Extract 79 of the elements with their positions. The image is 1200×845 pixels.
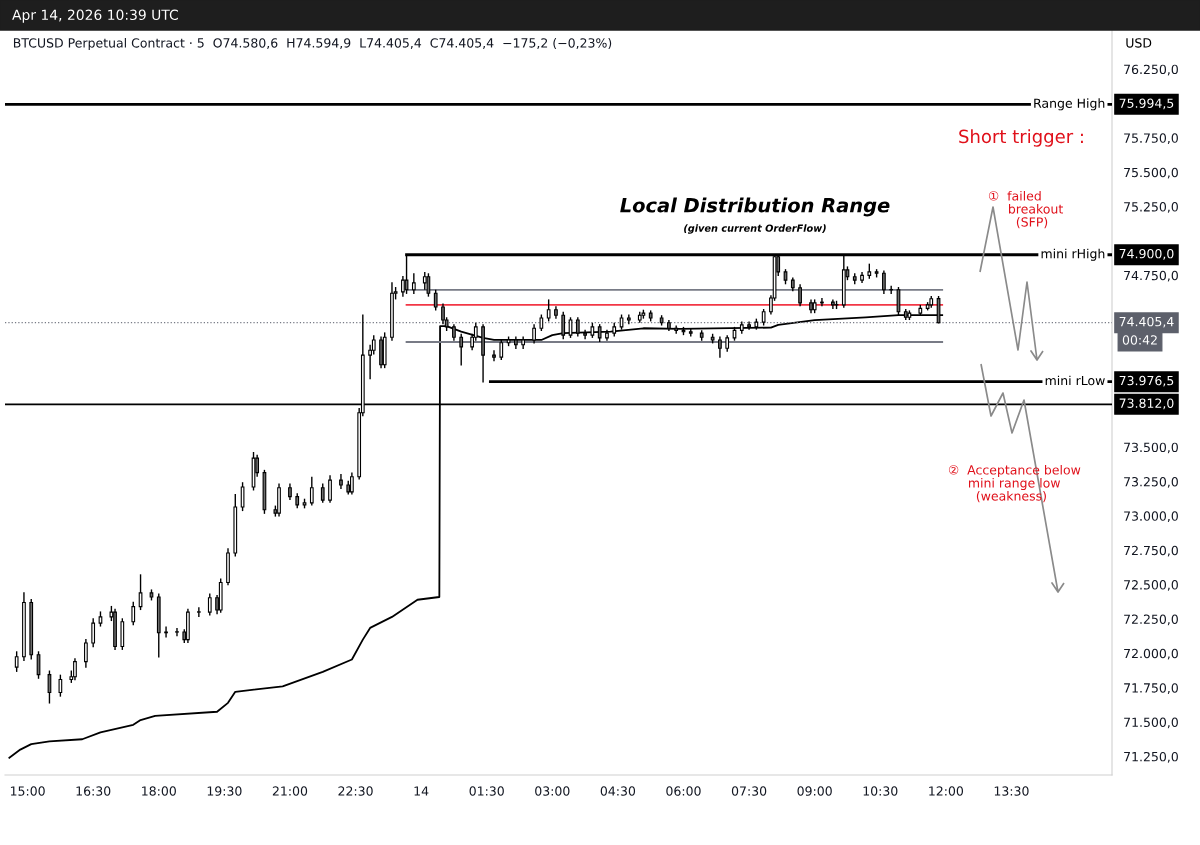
data-label: 74.405,4 bbox=[1119, 316, 1174, 328]
series-label: mini rHigh bbox=[1041, 248, 1105, 261]
candlestick bbox=[411, 273, 416, 294]
y-tick-label: 72.000,0 bbox=[1124, 648, 1178, 660]
data-label: 75.994,5 bbox=[1119, 98, 1174, 110]
candlestick bbox=[459, 333, 464, 366]
y-tick-label: 73.250,0 bbox=[1124, 477, 1178, 488]
candlestick bbox=[84, 638, 88, 668]
annotation: Local Distribution Range bbox=[620, 197, 890, 217]
y-tick-label: 75.500,0 bbox=[1124, 167, 1178, 179]
x-tick-label: 06:00 bbox=[666, 786, 701, 796]
candlestick bbox=[626, 314, 631, 325]
y-tick-label: 72.750,0 bbox=[1124, 545, 1178, 557]
x-tick-label: 18:00 bbox=[142, 786, 176, 796]
data-label: 74.900,0 bbox=[1119, 248, 1174, 260]
candlestick bbox=[58, 674, 63, 697]
x-tick-label: 13:30 bbox=[994, 786, 1029, 796]
candlestick bbox=[339, 473, 343, 490]
x-tick-label: 19:30 bbox=[207, 786, 242, 796]
x-tick-label: 15:00 bbox=[10, 786, 45, 796]
y-tick-label: 73.000,0 bbox=[1124, 511, 1178, 523]
candlestick bbox=[718, 336, 722, 358]
y-tick-label: 72.500,0 bbox=[1124, 580, 1178, 591]
annotation: ② Acceptance below mini range low (weakness) bbox=[948, 464, 1081, 503]
x-tick-label: 07:30 bbox=[731, 786, 767, 796]
x-tick-label: 16:30 bbox=[76, 786, 111, 796]
candlestick bbox=[14, 651, 19, 672]
y-tick-label: 76.250,0 bbox=[1124, 64, 1178, 76]
candlestick bbox=[747, 321, 751, 330]
text: BTCUSD Perpetual Contract · 5 O74.580,6 H74.594,9 L74.405,4 C74.405,4 −175,2 (−0,23%) bbox=[13, 37, 612, 51]
annotation: (given current OrderFlow) bbox=[684, 224, 826, 234]
x-tick-label: 10:30 bbox=[863, 786, 898, 796]
candlestick bbox=[196, 607, 201, 617]
x-tick-label: 03:00 bbox=[535, 786, 570, 796]
candlestick bbox=[175, 627, 179, 637]
candlestick bbox=[499, 339, 504, 360]
candlestick bbox=[138, 574, 143, 611]
candlestick bbox=[583, 329, 587, 340]
y-tick-label: 75.750,0 bbox=[1124, 133, 1178, 145]
data-label: 73.976,5 bbox=[1119, 375, 1174, 387]
candlestick bbox=[47, 670, 52, 704]
candlestick bbox=[889, 285, 894, 294]
candlestick bbox=[131, 601, 136, 626]
candlestick bbox=[882, 270, 886, 294]
y-tick-label: 73.500,0 bbox=[1124, 442, 1178, 454]
text: 00:42 bbox=[1122, 335, 1157, 345]
candlestick bbox=[433, 289, 438, 311]
x-tick-label: 12:00 bbox=[929, 786, 964, 796]
candlestick bbox=[207, 593, 212, 616]
candlestick bbox=[328, 475, 332, 503]
candlestick bbox=[240, 482, 245, 512]
x-tick-label: 04:30 bbox=[600, 786, 636, 796]
candlestick bbox=[831, 299, 835, 310]
y-tick-label: 71.750,0 bbox=[1124, 683, 1178, 694]
candlestick bbox=[73, 658, 77, 681]
annotation: Short trigger : bbox=[959, 129, 1083, 147]
x-tick-label: 14 bbox=[414, 786, 429, 796]
y-tick-label: 75.250,0 bbox=[1124, 202, 1178, 213]
x-tick-label: 09:00 bbox=[797, 786, 832, 796]
candlestick bbox=[546, 299, 551, 322]
y-tick-label: 72.250,0 bbox=[1124, 614, 1178, 626]
y-tick-label: 71.500,0 bbox=[1124, 717, 1178, 729]
series-label: mini rLow bbox=[1045, 375, 1105, 386]
x-tick-label: 22:30 bbox=[338, 786, 373, 796]
candlestick bbox=[91, 618, 96, 648]
x-tick-label: 01:30 bbox=[469, 786, 504, 796]
candlestick bbox=[798, 284, 802, 307]
chart-subtitle: Apr 14, 2026 10:39 UTC bbox=[12, 9, 178, 23]
candlestick bbox=[309, 476, 314, 506]
candlestick bbox=[350, 472, 354, 495]
y-tick-label: 71.250,0 bbox=[1124, 751, 1178, 763]
x-tick-label: 21:00 bbox=[272, 786, 308, 796]
candlestick bbox=[492, 350, 496, 362]
y-axis-title: USD bbox=[1126, 38, 1152, 48]
data-label: 73.812,0 bbox=[1119, 398, 1174, 410]
y-tick-label: 74.750,0 bbox=[1124, 270, 1178, 282]
candlestick bbox=[164, 626, 168, 638]
series-label: Range High bbox=[1034, 98, 1105, 111]
annotation: ① failed breakout (SFP) bbox=[988, 190, 1063, 229]
